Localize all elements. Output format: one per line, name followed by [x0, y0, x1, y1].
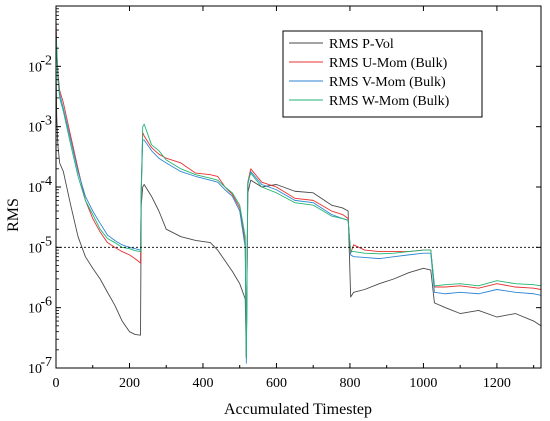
- axes-group: 0 200 400 600 800 1000 120010-710-610-510-410-…: [28, 5, 542, 391]
- series-group: [56, 19, 541, 364]
- y-tick-label: 10: [28, 241, 42, 256]
- legend-label-2: RMS U-Mom (Bulk): [329, 56, 448, 71]
- x-tick-label: 200: [119, 376, 140, 391]
- y-tick-label: 10: [28, 121, 42, 136]
- y-tick-label-exponent: -2: [40, 53, 52, 68]
- legend: RMS P-Vol RMS U-Mom (Bulk) RMS V-Mom (Bulk…: [282, 30, 483, 118]
- y-tick-label: 10: [28, 302, 42, 317]
- y-tick-label: 10: [28, 362, 42, 377]
- x-tick-label: 800: [339, 376, 360, 391]
- series-line-3: [56, 29, 541, 364]
- legend-label-4: RMS W-Mom (Bulk): [329, 94, 450, 109]
- series-line-1: [56, 66, 541, 358]
- legend-label-1: RMS P-Vol: [329, 37, 394, 52]
- x-tick-label: 0: [53, 376, 60, 391]
- y-tick-label-exponent: -5: [40, 234, 52, 249]
- series-line-4: [56, 37, 541, 358]
- x-tick-label: 400: [192, 376, 213, 391]
- y-tick-label-exponent: -4: [40, 174, 52, 189]
- x-tick-label: 600: [266, 376, 287, 391]
- y-tick-label-exponent: -7: [40, 355, 52, 370]
- y-axis-title: RMS: [5, 198, 22, 232]
- legend-box: [282, 30, 483, 118]
- y-tick-label: 10: [28, 60, 42, 75]
- x-tick-label: 1200: [483, 376, 511, 391]
- y-tick-label-exponent: -3: [40, 114, 52, 129]
- x-tick-label: 1000: [409, 376, 437, 391]
- legend-label-3: RMS V-Mom (Bulk): [329, 75, 446, 90]
- y-tick-label: 10: [28, 181, 42, 196]
- y-tick-label-exponent: -6: [40, 295, 52, 310]
- x-axis-title: Accumulated Timestep: [224, 401, 372, 418]
